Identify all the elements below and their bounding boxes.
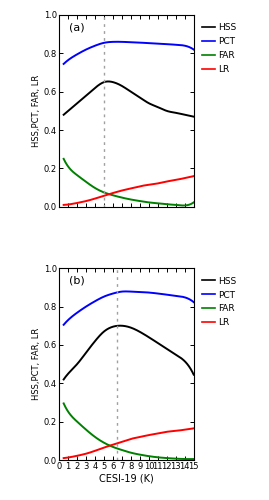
Text: (b): (b) xyxy=(69,276,84,286)
Y-axis label: HSS,PCT, FAR, LR: HSS,PCT, FAR, LR xyxy=(32,328,41,400)
Y-axis label: HSS,PCT, FAR, LR: HSS,PCT, FAR, LR xyxy=(32,75,41,147)
X-axis label: CESI-19 (K): CESI-19 (K) xyxy=(99,474,154,484)
Legend: HSS, PCT, FAR, LR: HSS, PCT, FAR, LR xyxy=(202,276,237,328)
Legend: HSS, PCT, FAR, LR: HSS, PCT, FAR, LR xyxy=(202,24,237,74)
Text: (a): (a) xyxy=(69,22,84,32)
